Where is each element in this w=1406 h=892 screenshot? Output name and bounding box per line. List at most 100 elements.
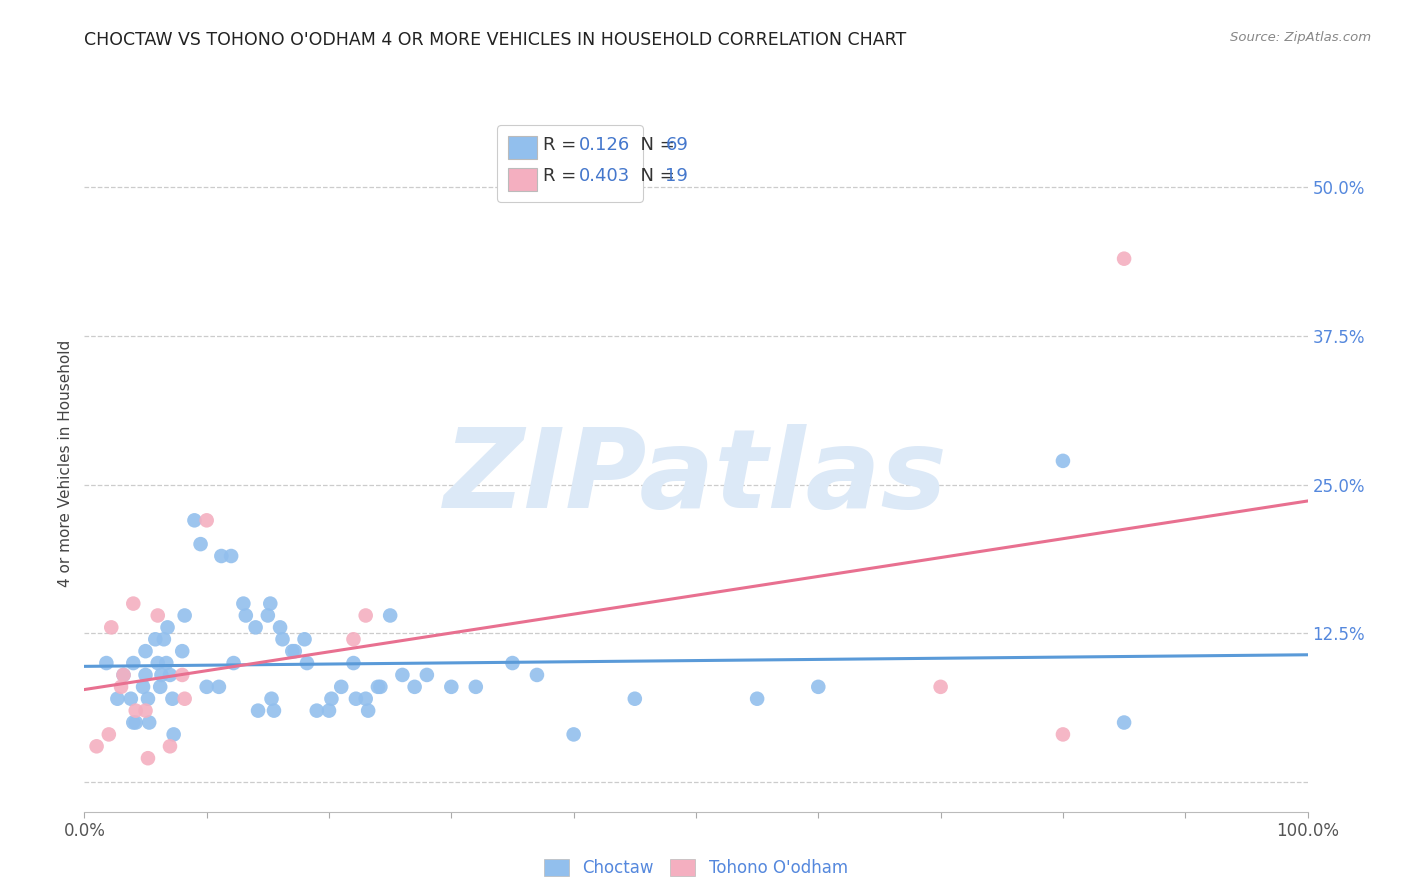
Point — [135, 668, 157, 682]
Point — [263, 704, 285, 718]
Point — [807, 680, 830, 694]
Point — [344, 691, 367, 706]
Y-axis label: 4 or more Vehicles in Household: 4 or more Vehicles in Household — [58, 340, 73, 588]
Point — [440, 680, 463, 694]
Point — [120, 691, 142, 706]
Point — [159, 668, 181, 682]
Point — [330, 680, 353, 694]
Point — [150, 668, 173, 682]
Text: 0.126: 0.126 — [578, 136, 630, 154]
Point — [222, 656, 245, 670]
Point — [96, 656, 118, 670]
Point — [195, 680, 218, 694]
Point — [624, 691, 647, 706]
Point — [135, 644, 157, 658]
Text: 0.403: 0.403 — [578, 168, 630, 186]
Point — [138, 715, 160, 730]
Point — [136, 691, 159, 706]
Text: Source: ZipAtlas.com: Source: ZipAtlas.com — [1230, 31, 1371, 45]
Point — [1052, 454, 1074, 468]
Point — [232, 597, 254, 611]
Text: ZIPatlas: ZIPatlas — [444, 425, 948, 532]
Point — [153, 632, 176, 647]
Point — [271, 632, 294, 647]
Point — [295, 656, 318, 670]
Point — [125, 704, 148, 718]
Point — [1114, 715, 1136, 730]
Legend: Choctaw, Tohono O'odham: Choctaw, Tohono O'odham — [537, 852, 855, 883]
Point — [367, 680, 389, 694]
Point — [125, 715, 148, 730]
Point — [294, 632, 316, 647]
Point — [284, 644, 307, 658]
Text: CHOCTAW VS TOHONO O'ODHAM 4 OR MORE VEHICLES IN HOUSEHOLD CORRELATION CHART: CHOCTAW VS TOHONO O'ODHAM 4 OR MORE VEHI… — [84, 31, 907, 49]
Point — [370, 680, 392, 694]
Point — [149, 680, 172, 694]
Point — [97, 727, 120, 741]
Point — [132, 680, 155, 694]
Point — [235, 608, 257, 623]
Point — [208, 680, 231, 694]
Point — [342, 632, 364, 647]
Point — [112, 668, 135, 682]
Point — [257, 608, 280, 623]
Point — [135, 704, 157, 718]
Point — [146, 656, 169, 670]
Point — [122, 656, 145, 670]
Point — [209, 549, 232, 563]
Point — [357, 704, 380, 718]
Point — [100, 620, 122, 634]
Point — [136, 751, 159, 765]
Point — [464, 680, 486, 694]
Point — [1114, 252, 1136, 266]
Point — [122, 715, 145, 730]
Text: N =: N = — [628, 168, 681, 186]
Point — [143, 632, 166, 647]
Point — [404, 680, 426, 694]
Point — [281, 644, 304, 658]
Point — [354, 691, 377, 706]
Point — [269, 620, 291, 634]
Point — [162, 691, 184, 706]
Point — [245, 620, 267, 634]
Point — [526, 668, 548, 682]
Point — [260, 691, 283, 706]
Point — [929, 680, 952, 694]
Point — [354, 608, 377, 623]
Point — [247, 704, 270, 718]
Point — [110, 680, 132, 694]
Point — [391, 668, 413, 682]
Point — [173, 691, 195, 706]
Text: 19: 19 — [665, 168, 689, 186]
Point — [342, 656, 364, 670]
Point — [172, 644, 194, 658]
Point — [259, 597, 281, 611]
Point — [105, 691, 128, 706]
Point — [562, 727, 585, 741]
Text: R =: R = — [543, 168, 582, 186]
Point — [305, 704, 328, 718]
Point — [321, 691, 343, 706]
Point — [183, 513, 205, 527]
Point — [156, 620, 179, 634]
Point — [1052, 727, 1074, 741]
Point — [122, 597, 145, 611]
Point — [155, 656, 177, 670]
Point — [112, 668, 135, 682]
Point — [173, 608, 195, 623]
Point — [190, 537, 212, 551]
Text: R =: R = — [543, 136, 582, 154]
Point — [163, 727, 186, 741]
Point — [501, 656, 523, 670]
Point — [416, 668, 439, 682]
Point — [195, 513, 218, 527]
Point — [219, 549, 242, 563]
Point — [380, 608, 402, 623]
Point — [318, 704, 340, 718]
Point — [86, 739, 108, 754]
Point — [172, 668, 194, 682]
Point — [159, 739, 181, 754]
Text: N =: N = — [628, 136, 681, 154]
Point — [747, 691, 769, 706]
Text: 69: 69 — [665, 136, 689, 154]
